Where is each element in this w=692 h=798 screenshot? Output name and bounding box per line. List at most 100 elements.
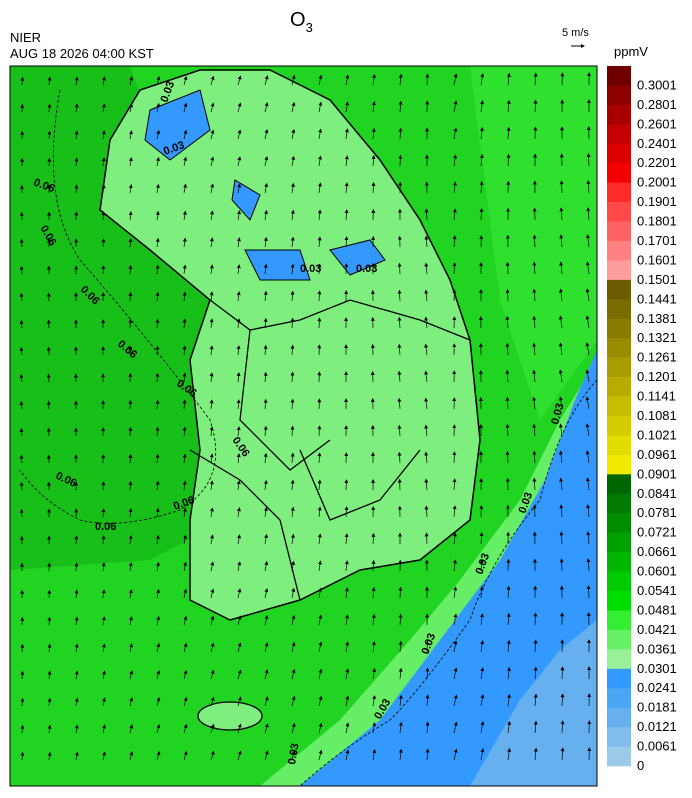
wind-arrow [532, 423, 537, 437]
wind-arrow [263, 479, 268, 491]
wind-arrow [264, 75, 269, 86]
lower-zone [470, 620, 597, 786]
wind-arrow [505, 342, 510, 356]
wind-arrow [453, 73, 458, 86]
wind-arrow [128, 589, 133, 599]
wind-arrow [263, 290, 268, 302]
contour-label: 0.06 [95, 521, 116, 533]
wind-arrow [424, 208, 429, 221]
wind-arrow [101, 157, 106, 167]
colorbar-cell [607, 610, 631, 631]
map: 0.060.060.060.060.060.060.060.060.060.03… [10, 66, 597, 786]
wind-arrow [398, 667, 403, 680]
colorbar-label: 0.1261 [637, 350, 677, 365]
wind-arrow [506, 666, 511, 680]
source: NIER [10, 30, 41, 45]
wind-arrow [479, 532, 484, 545]
land [99, 69, 481, 621]
wind-arrow [532, 315, 537, 329]
colorbar-label: 0.1321 [637, 330, 677, 345]
wind-arrow [129, 751, 134, 761]
colorbar-cell [607, 493, 631, 514]
wind-arrow [237, 561, 242, 572]
colorbar-cell [607, 513, 631, 533]
wind-arrow [156, 588, 161, 599]
wind-arrow [290, 317, 295, 329]
wind-arrow [452, 478, 457, 491]
wind-arrow [155, 372, 160, 383]
wind-arrow [236, 372, 241, 383]
wind-arrow [20, 697, 25, 707]
wind-arrow [182, 345, 187, 356]
wind-arrow [236, 426, 241, 437]
wind-arrow [560, 693, 565, 707]
colorbar-cell [607, 688, 631, 708]
wind-arrow [129, 697, 134, 707]
colorbar-label: 0.0541 [637, 583, 677, 598]
wind-arrow [532, 288, 537, 302]
wind-arrow [47, 697, 52, 707]
wind-arrow [19, 400, 24, 410]
wind-arrow [506, 639, 511, 653]
wind-arrow [74, 616, 79, 626]
wind-arrow [560, 720, 565, 734]
colorbar-label: 0.0421 [637, 622, 677, 637]
wind-arrow [425, 73, 430, 86]
colorbar-cell [607, 532, 631, 553]
wind-arrow [506, 72, 511, 86]
wind-arrow [424, 370, 429, 383]
colorbar-label: 0.0121 [637, 719, 677, 734]
wind-arrow [290, 452, 295, 464]
colorbar-label: 0.0661 [637, 544, 677, 559]
wind-arrow [101, 481, 106, 491]
wind-arrow [559, 504, 564, 518]
wind-arrow [585, 450, 590, 464]
wind-arrow [19, 292, 24, 302]
wind-arrow [344, 506, 349, 518]
wind-arrow [505, 396, 510, 410]
wind-arrow [317, 533, 322, 545]
wind-arrow [182, 237, 187, 248]
wind-arrow [47, 724, 52, 734]
colorbar-cell [607, 454, 631, 475]
wind-arrow [532, 234, 537, 248]
wind-arrow [129, 670, 134, 680]
wind-arrow [505, 288, 510, 302]
low-zone [300, 350, 597, 786]
wind-arrow [156, 697, 161, 707]
wind-arrow [210, 588, 215, 599]
wind-arrow [453, 154, 458, 167]
wind-arrow [290, 506, 295, 518]
wind-arrow [155, 426, 160, 437]
wind-arrow [155, 210, 160, 221]
wind-arrow [318, 695, 323, 707]
wind-arrow [533, 99, 538, 113]
wind-arrow [19, 481, 24, 491]
colorbar-label: 0.0481 [637, 602, 677, 617]
wind-arrow [453, 100, 458, 113]
wind-arrow [586, 558, 591, 572]
wind-arrow [128, 508, 133, 518]
wind-arrow [291, 614, 296, 626]
wind-arrow [452, 208, 457, 221]
wind-arrow [183, 102, 188, 113]
wind-arrow [183, 534, 187, 545]
wind-arrow [155, 183, 160, 194]
wind-arrow [532, 369, 537, 383]
wind-arrow [210, 534, 215, 545]
wind-arrow [264, 696, 269, 707]
wind-arrow [559, 261, 564, 275]
wind-arrow [74, 589, 79, 599]
wind-arrow [453, 613, 458, 626]
colorbar-cell [607, 396, 631, 417]
wind-arrow [317, 560, 322, 572]
wind-arrow [156, 642, 161, 653]
wind-arrow [398, 721, 403, 734]
wind-arrow [182, 372, 187, 383]
wind-arrow [453, 640, 458, 653]
wind-arrow [264, 669, 269, 680]
wind-arrow [479, 586, 484, 599]
wind-arrow [128, 238, 133, 248]
wind-arrow [210, 210, 214, 221]
wind-arrow [345, 695, 350, 707]
